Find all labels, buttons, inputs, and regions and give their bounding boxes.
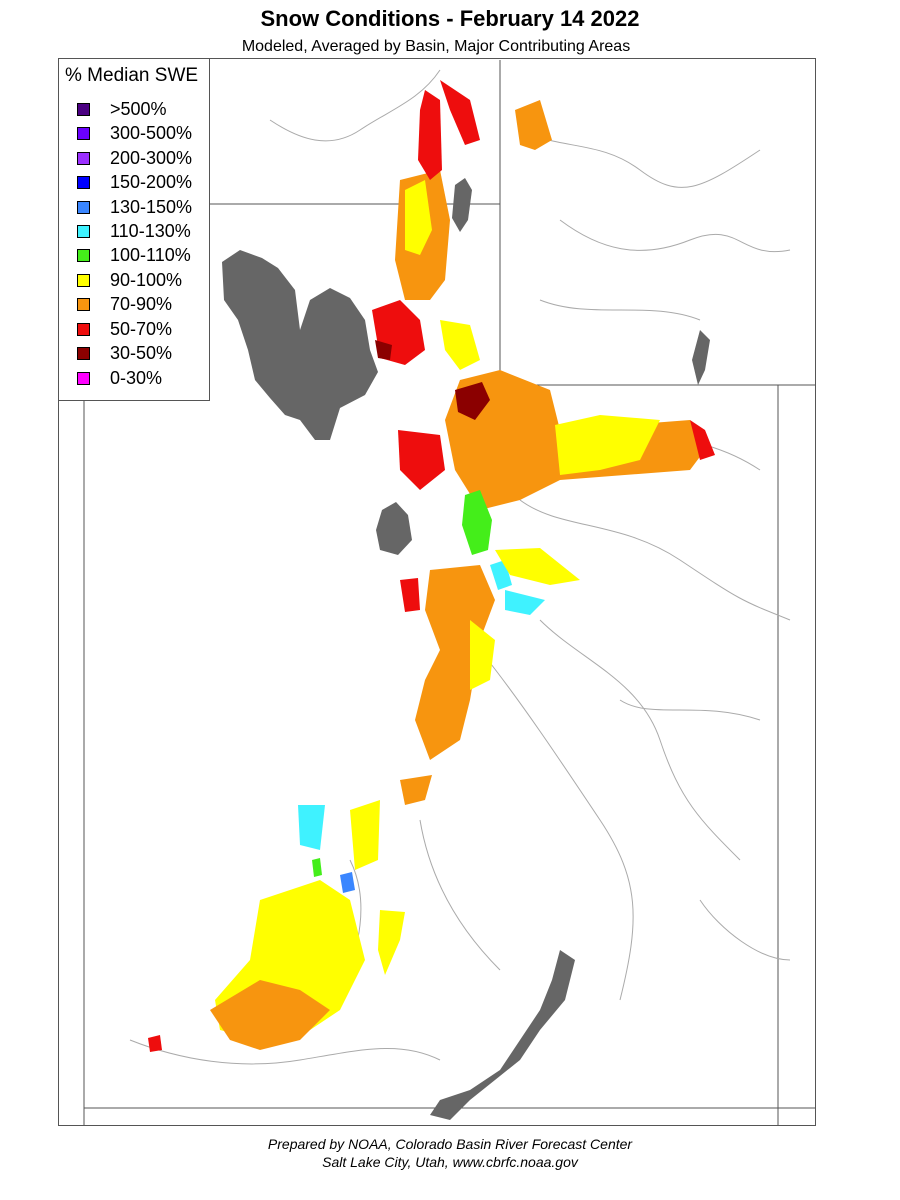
legend-label: 0-30% xyxy=(110,368,163,388)
legend-item: 90-100% xyxy=(77,270,207,292)
map-title: Snow Conditions - February 14 2022 xyxy=(260,6,640,31)
legend-item: 100-110% xyxy=(77,245,207,267)
basin-90-100-north xyxy=(405,180,432,255)
legend-label: 30-50% xyxy=(110,343,173,363)
basin-50-70-ne xyxy=(440,80,480,145)
legend-swatch xyxy=(77,201,90,214)
legend-label: 200-300% xyxy=(110,148,193,168)
green-river-reservoir xyxy=(692,330,710,385)
basin-90-100-weber xyxy=(440,320,480,370)
legend-swatch xyxy=(77,274,90,287)
legend-item: >500% xyxy=(77,99,207,121)
legend-swatch xyxy=(77,103,90,116)
basin-110-130-sw xyxy=(298,805,325,850)
basin-70-90-sevier xyxy=(400,775,432,805)
basin-100-110-provo xyxy=(462,490,492,555)
legend-swatch xyxy=(77,372,90,385)
legend-label: 300-500% xyxy=(110,123,193,143)
legend-swatch xyxy=(77,347,90,360)
basin-70-90-ne xyxy=(515,100,552,150)
legend-label: 110-130% xyxy=(110,221,191,241)
legend-item: 300-500% xyxy=(77,123,207,145)
legend-item: 70-90% xyxy=(77,294,207,316)
legend-label: 50-70% xyxy=(110,319,173,339)
basin-90-100-strawberry xyxy=(495,548,580,585)
basin-50-70-sw xyxy=(148,1035,162,1052)
legend-item: 150-200% xyxy=(77,172,207,194)
legend-label: 130-150% xyxy=(110,197,193,217)
legend-swatch xyxy=(77,225,90,238)
basin-50-70-central xyxy=(400,578,420,612)
legend-swatch xyxy=(77,298,90,311)
legend-swatch xyxy=(77,249,90,262)
legend-label: 100-110% xyxy=(110,245,191,265)
water-bodies xyxy=(222,178,710,1120)
lake-powell xyxy=(430,950,575,1120)
basin-90-100-uinta xyxy=(555,415,660,475)
river-lines xyxy=(129,69,791,1065)
credit-line-2: Salt Lake City, Utah, www.cbrfc.noaa.gov xyxy=(322,1154,578,1170)
legend-item: 30-50% xyxy=(77,343,207,365)
basin-90-100-sw xyxy=(350,800,380,870)
basin-50-70-wasatch xyxy=(398,430,445,490)
credit-line-1: Prepared by NOAA, Colorado Basin River F… xyxy=(267,1136,633,1152)
legend-swatch xyxy=(77,176,90,189)
basin-70-90-central xyxy=(415,565,495,760)
legend-box: % Median SWE >500% 300-500% 200-300% 150… xyxy=(58,58,210,401)
legend-label: >500% xyxy=(110,99,167,119)
bear-lake xyxy=(452,178,472,232)
great-salt-lake xyxy=(222,250,378,440)
legend-label: 90-100% xyxy=(110,270,183,290)
legend-item: 110-130% xyxy=(77,221,207,243)
basin-50-70-north xyxy=(418,90,442,180)
map-subtitle: Modeled, Averaged by Basin, Major Contri… xyxy=(241,38,631,55)
basin-110-130-duchesne xyxy=(505,590,545,615)
legend-item: 50-70% xyxy=(77,319,207,341)
legend-swatch xyxy=(77,127,90,140)
basin-50-70-uinta-east xyxy=(690,420,715,460)
basin-30-50-weber xyxy=(375,340,392,360)
basin-30-50-uinta xyxy=(455,382,490,420)
legend-label: 150-200% xyxy=(110,172,193,192)
basin-90-100-escalante xyxy=(378,910,405,975)
legend-item: 130-150% xyxy=(77,197,207,219)
legend-swatch xyxy=(77,323,90,336)
legend-item: 200-300% xyxy=(77,148,207,170)
basin-90-100-central xyxy=(470,620,495,690)
legend-label: 70-90% xyxy=(110,294,173,314)
basin-100-110-sw xyxy=(312,858,322,877)
legend-swatch xyxy=(77,152,90,165)
snow-basins xyxy=(148,80,715,1052)
basin-70-90-south xyxy=(210,980,330,1050)
legend-item: 0-30% xyxy=(77,368,207,390)
utah-lake xyxy=(376,502,412,555)
basin-130-150-sw xyxy=(340,872,355,893)
legend-title: % Median SWE xyxy=(65,65,199,86)
